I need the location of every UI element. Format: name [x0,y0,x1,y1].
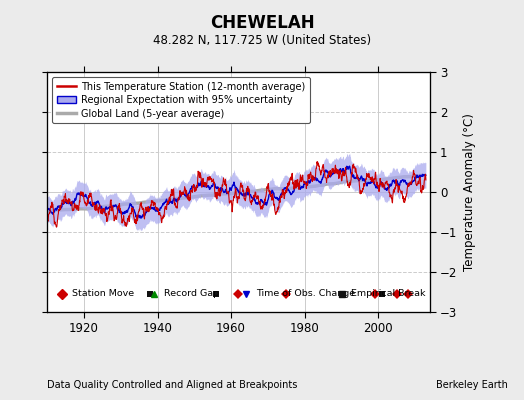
Text: Data Quality Controlled and Aligned at Breakpoints: Data Quality Controlled and Aligned at B… [47,380,298,390]
Y-axis label: Temperature Anomaly (°C): Temperature Anomaly (°C) [463,113,476,271]
Text: Berkeley Earth: Berkeley Earth [436,380,508,390]
Text: Time of Obs. Change: Time of Obs. Change [256,290,355,298]
Legend: This Temperature Station (12-month average), Regional Expectation with 95% uncer: This Temperature Station (12-month avera… [52,77,310,123]
Text: Empirical Break: Empirical Break [351,290,426,298]
Text: 48.282 N, 117.725 W (United States): 48.282 N, 117.725 W (United States) [153,34,371,47]
Text: Record Gap: Record Gap [164,290,219,298]
Text: CHEWELAH: CHEWELAH [210,14,314,32]
Text: Station Move: Station Move [72,290,134,298]
